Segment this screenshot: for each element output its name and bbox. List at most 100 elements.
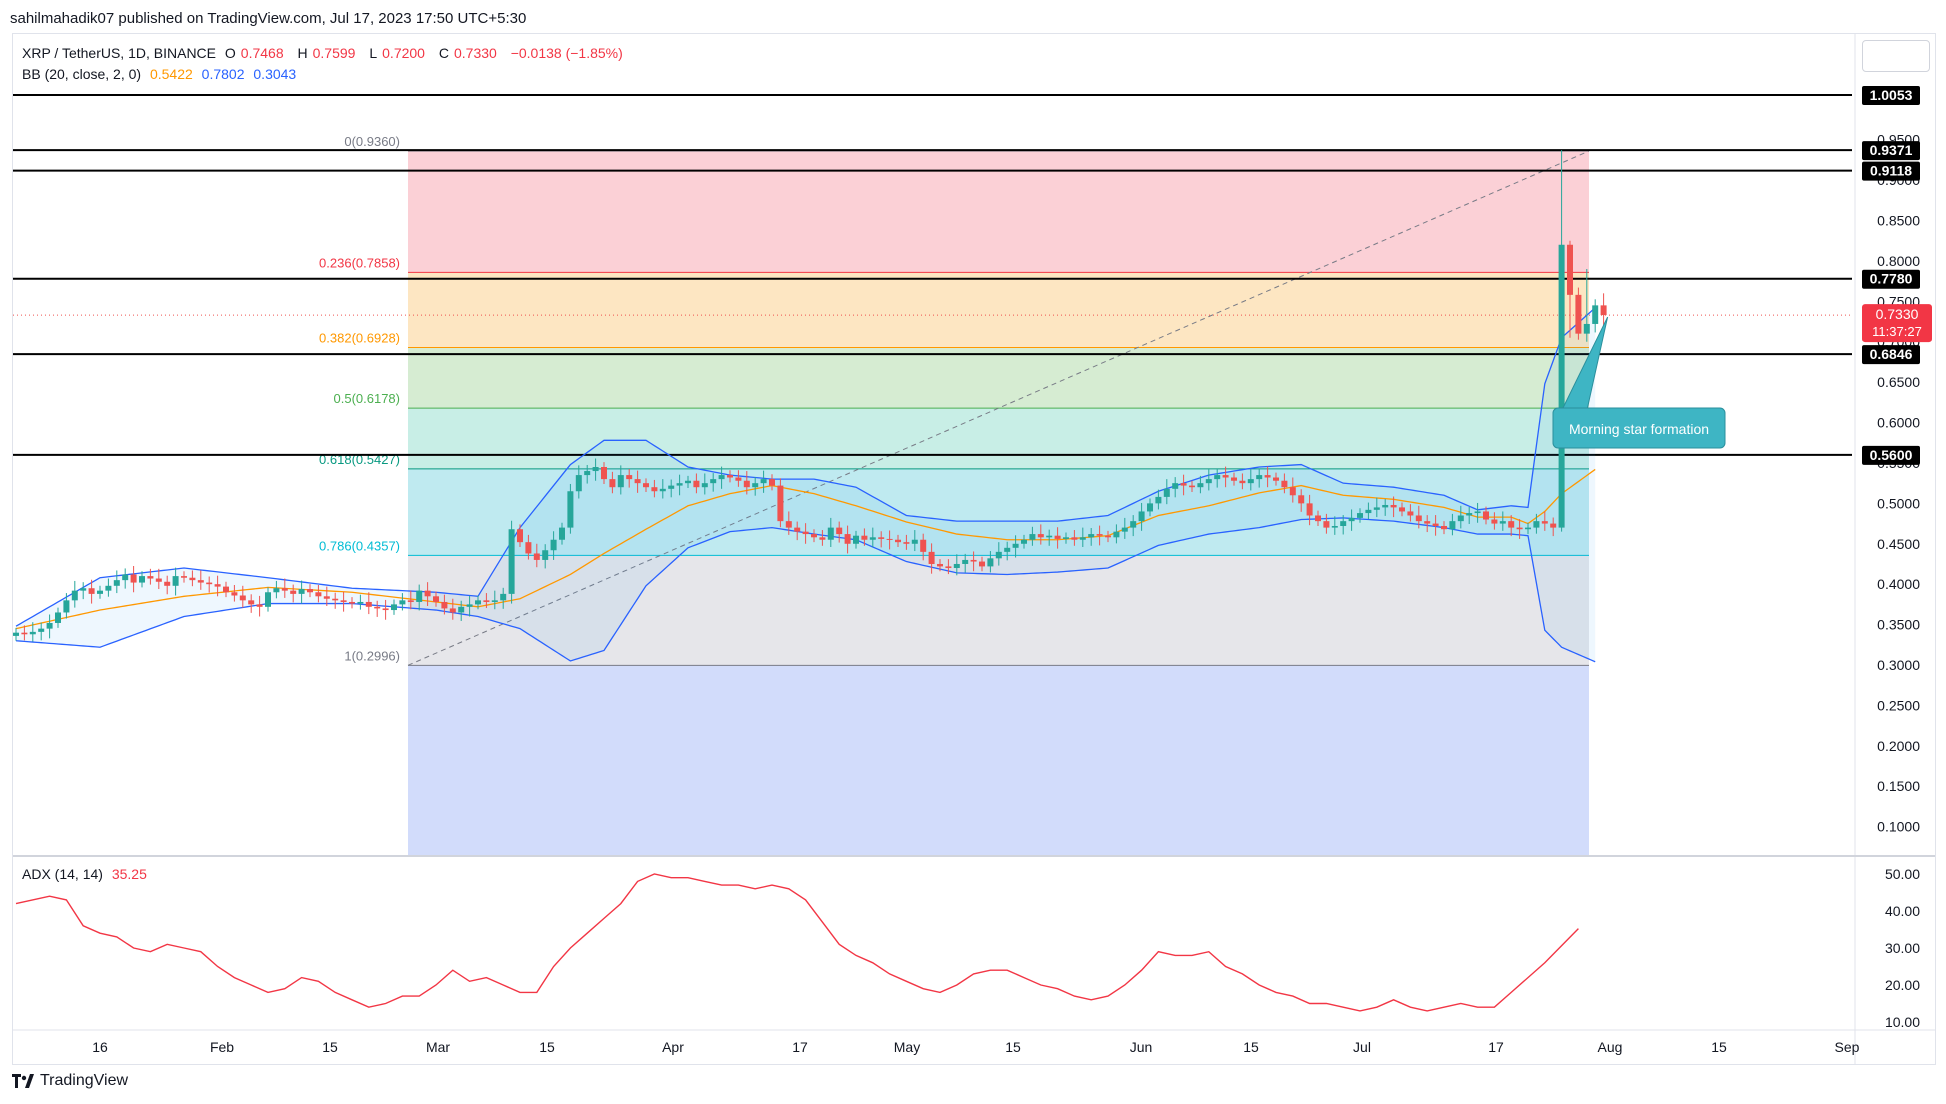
candle-body [1399, 507, 1405, 512]
candle-body [979, 561, 985, 567]
candle-body [559, 527, 565, 540]
candle-body [1315, 515, 1321, 522]
fib-level-label: 0.786(0.4357) [319, 538, 400, 553]
high-key: H [297, 45, 308, 61]
tradingview-footer[interactable]: TradingView [12, 1072, 128, 1090]
candle-body [1264, 475, 1271, 478]
key-level-badge-label: 0.5600 [1870, 447, 1913, 463]
candle-body [1373, 507, 1380, 510]
candle-body [1105, 535, 1111, 538]
price-axis-tick-label: 0.4500 [1877, 536, 1920, 552]
candle-body [693, 480, 700, 488]
candle-body [869, 537, 876, 540]
candle-body [861, 535, 868, 540]
candle-body [1021, 539, 1027, 544]
candle-body [239, 595, 246, 601]
price-axis-tick-label: 0.3000 [1877, 657, 1920, 673]
candle-body [1130, 521, 1137, 528]
time-axis-tick-label: 15 [1711, 1039, 1727, 1055]
fib-trend-line [407, 150, 1590, 666]
candle-body [1541, 521, 1548, 524]
bb-band-fill [16, 307, 1596, 662]
candle-body [449, 608, 456, 613]
time-axis-tick-label: Apr [662, 1039, 684, 1055]
tradingview-logo-icon [12, 1074, 34, 1088]
candle-body [517, 529, 523, 543]
candle-body [1483, 511, 1489, 520]
candle-body [995, 551, 1002, 559]
candle-body [1037, 534, 1044, 538]
price-axis-tick-label: 0.5000 [1877, 495, 1920, 511]
candle-body [483, 600, 490, 602]
time-axis-tick-label: 17 [1488, 1039, 1504, 1055]
adx-legend: ADX (14, 14) 35.25 [22, 866, 152, 882]
candle-body [273, 588, 280, 593]
fib-level-label: 1(0.2996) [344, 648, 400, 663]
candle-body [155, 578, 162, 582]
candle-body [1516, 527, 1523, 530]
price-axis-tick-label: 0.6000 [1877, 415, 1920, 431]
candle-body [1508, 521, 1515, 528]
candle-body [21, 632, 28, 635]
candle-body [80, 588, 87, 591]
candle-body [601, 466, 607, 480]
candle-body [575, 475, 582, 492]
bb-basis-value: 0.5422 [149, 66, 193, 82]
chart-settings-box[interactable] [1862, 40, 1930, 72]
price-axis-tick-label: 0.2000 [1877, 738, 1920, 754]
key-level-badge [1862, 345, 1920, 365]
candle-body [1575, 294, 1582, 334]
candle-body [550, 539, 557, 551]
candle-body [533, 553, 540, 560]
candle-body [13, 632, 19, 636]
candle-body [466, 604, 473, 607]
low-key: L [369, 45, 378, 61]
candle-body [769, 479, 775, 486]
candle-body [735, 477, 742, 481]
candle-body [441, 601, 448, 609]
fib-zone [408, 272, 1589, 348]
candle-body [785, 521, 792, 528]
adx-axis-tick-label: 10.00 [1885, 1014, 1920, 1030]
candle-body [1600, 305, 1607, 316]
candle-body [315, 592, 322, 597]
close-key: C [438, 45, 449, 61]
key-level-badge-label: 0.7780 [1870, 271, 1913, 287]
candle-body [491, 600, 498, 602]
candle-body [63, 600, 70, 613]
candle-body [1214, 475, 1221, 480]
candle-body [29, 631, 36, 635]
bb-legend: BB (20, close, 2, 0) 0.5422 0.7802 0.304… [22, 66, 301, 82]
candle-body [113, 580, 120, 586]
adx-line [15, 873, 1579, 1012]
current-price-badge-countdown: 11:37:27 [1872, 324, 1922, 339]
candle-body [836, 527, 843, 535]
candle-body [1306, 503, 1313, 516]
time-axis-tick-label: 17 [792, 1039, 808, 1055]
adx-axis-tick-label: 40.00 [1885, 903, 1920, 919]
open-key: O [224, 45, 236, 61]
fib-level-label: 0.5(0.6178) [334, 391, 401, 406]
candle-body [172, 576, 179, 586]
key-level-badge [1862, 269, 1920, 289]
candle-body [903, 542, 910, 544]
candle-body [290, 590, 297, 594]
candle-body [811, 534, 817, 538]
candle-body [1365, 509, 1372, 514]
candle-body [945, 566, 952, 569]
low-label: L 0.7200 [369, 45, 430, 61]
price-axis-tick-label: 0.6500 [1877, 374, 1920, 390]
candle-body [88, 588, 95, 594]
key-level-badge [1862, 445, 1920, 465]
candle-body [55, 612, 61, 623]
candle-body [374, 606, 381, 609]
fib-level-label: 0.236(0.7858) [319, 255, 400, 270]
candle-body [298, 589, 305, 594]
bb-lower-value: 0.3043 [253, 66, 297, 82]
candle-body [1525, 527, 1531, 530]
price-axis-tick-label: 0.8000 [1877, 253, 1920, 269]
candle-body [1281, 480, 1288, 488]
adx-axis-tick-label: 30.00 [1885, 940, 1920, 956]
candle-body [323, 596, 330, 599]
